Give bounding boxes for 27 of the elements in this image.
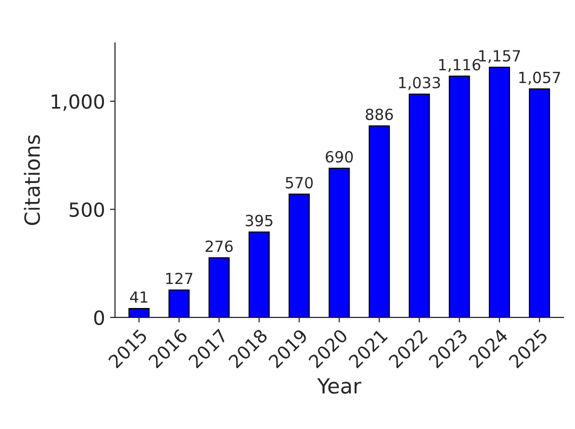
bar (368, 125, 390, 318)
bar (528, 88, 550, 318)
bar (328, 168, 350, 318)
y-axis-title: Citations (24, 135, 40, 226)
data-label: 690 (326, 150, 353, 163)
data-label: 1,057 (519, 72, 560, 85)
data-label: 886 (366, 108, 393, 120)
data-label: 1,116 (439, 58, 480, 72)
data-label: 570 (286, 176, 313, 188)
bar (208, 257, 230, 318)
data-label: 276 (206, 240, 233, 252)
bar (448, 76, 470, 318)
bar (488, 66, 510, 318)
y-tick-label: 500 (70, 202, 104, 218)
bar (288, 194, 310, 318)
data-label: 395 (246, 214, 272, 226)
y-tick-label: 0 (94, 310, 104, 326)
data-label: 1,157 (479, 50, 520, 64)
y-tick-label: 1,000 (52, 94, 104, 111)
bar (248, 232, 270, 318)
data-label: 41 (130, 292, 148, 303)
bar (408, 94, 430, 318)
x-axis-title: Year (317, 378, 362, 394)
data-label: 127 (166, 272, 192, 284)
bar (128, 308, 150, 318)
data-label: 1,033 (399, 76, 440, 90)
bar (168, 289, 190, 318)
